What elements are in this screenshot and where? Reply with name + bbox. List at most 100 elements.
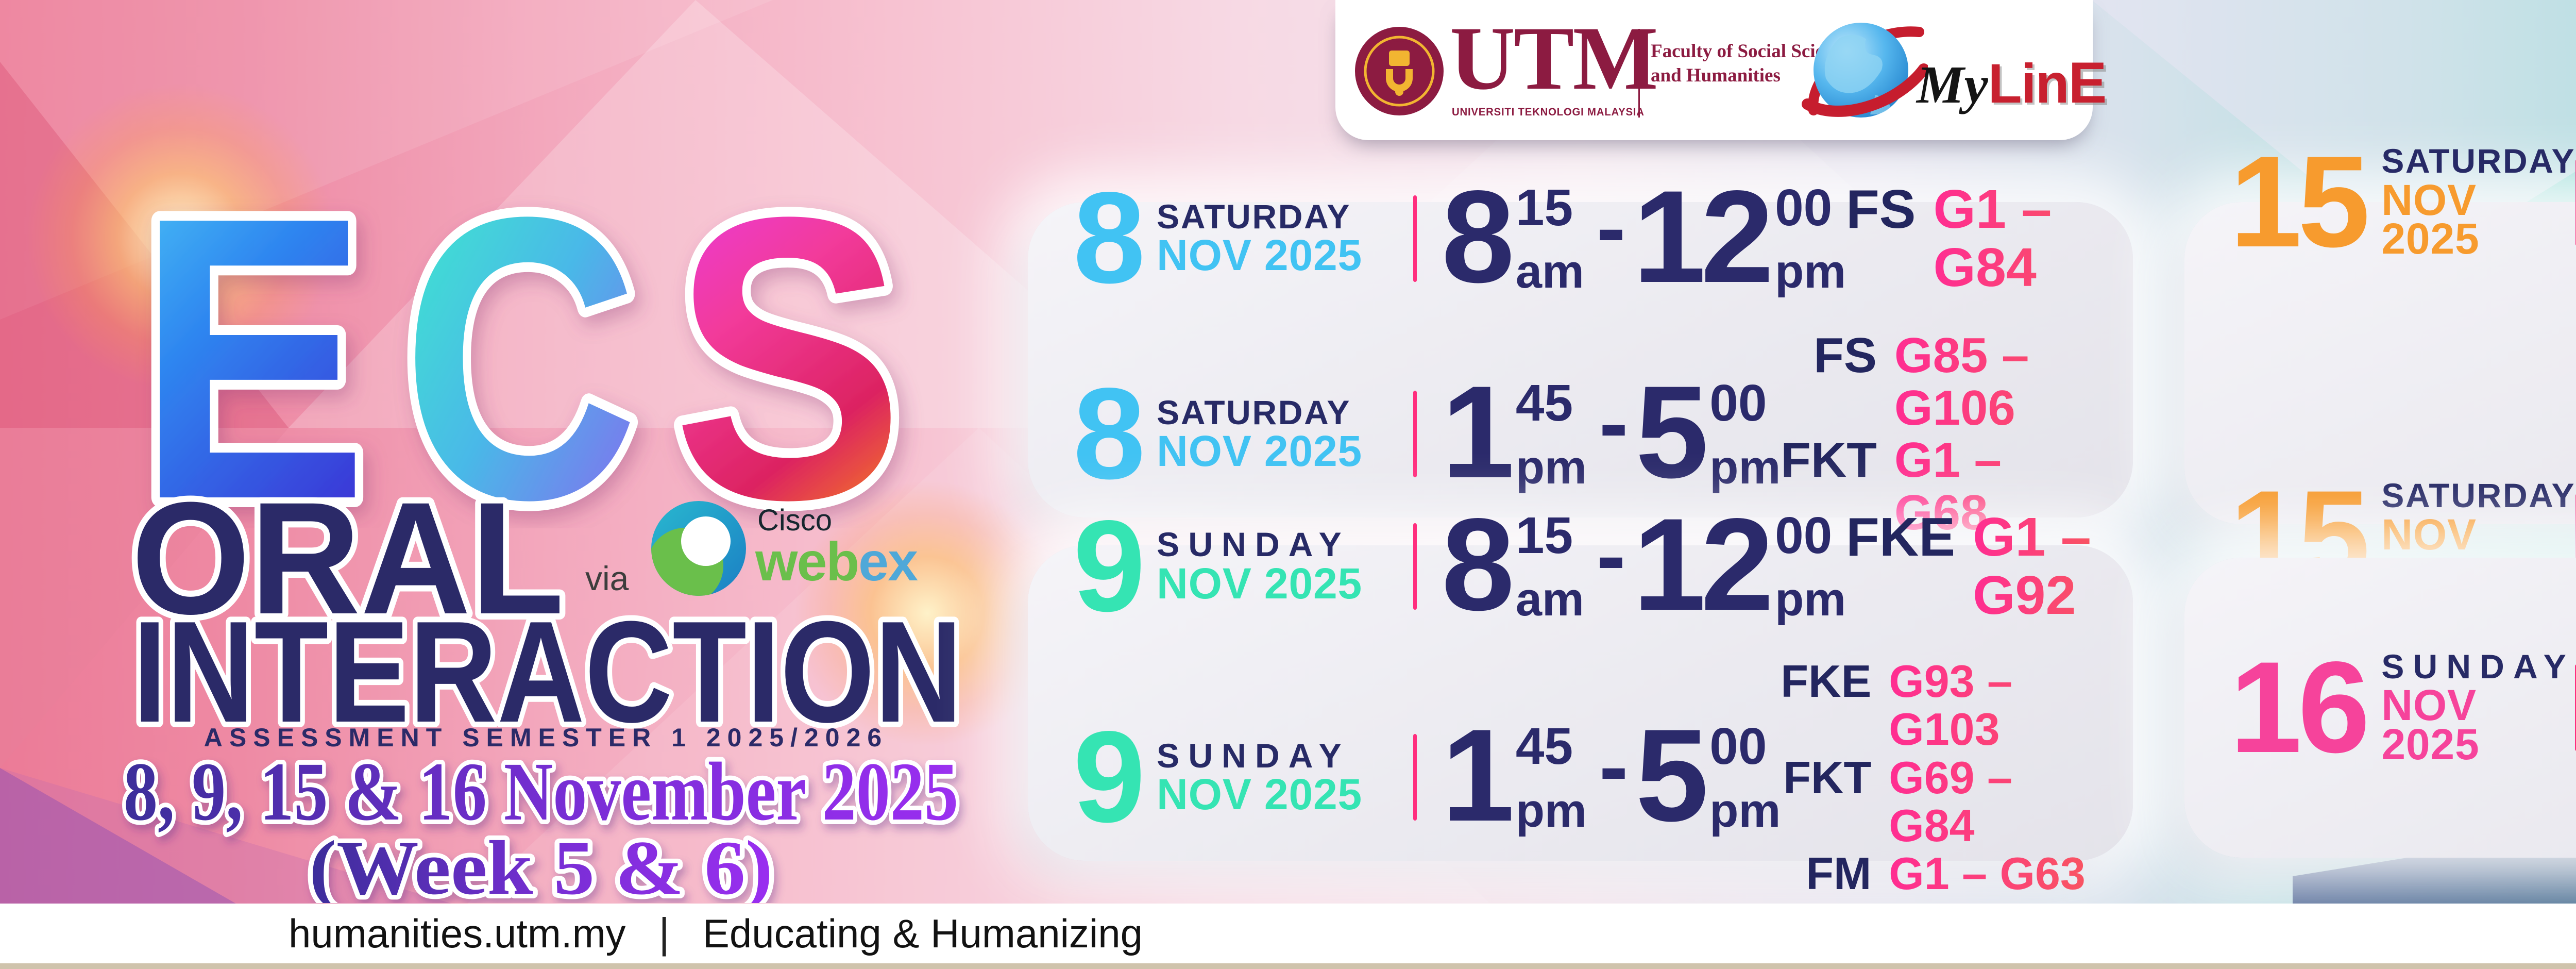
day-name: SUNDAY [2381, 647, 2575, 686]
course-line: FKE G1 – G92 [1846, 508, 2102, 624]
course-list: FS G1 – G84 [1846, 180, 2102, 296]
day-name: SUNDAY [1157, 736, 1350, 775]
start-hour: 1 [1442, 702, 1515, 849]
time-block: 8 15 am - 12 00 pm [1442, 491, 1846, 638]
schedule-row: 8 SATURDAY NOV 2025 1 45 pm - 5 00 pm FS G85… [1059, 329, 2102, 539]
myline-my: My [1917, 55, 1988, 114]
assessment-subtitle: ASSESSMENT SEMESTER 1 2025/2026 [204, 723, 889, 752]
day-name: SATURDAY [1157, 393, 1351, 431]
svg-text:INTERACTION: INTERACTION [133, 609, 962, 743]
end-hour: 5 [1635, 359, 1708, 506]
start-min: 15 [1515, 506, 1573, 564]
date-number: 9 [1073, 705, 1145, 850]
month-year: NOV 2025 [1157, 559, 1363, 608]
webex-ball-icon [651, 501, 746, 596]
start-min: 45 [1515, 717, 1573, 776]
start-min: 15 [1515, 178, 1573, 237]
ecs-letter-c: C [402, 168, 639, 528]
end-min: 00 [1775, 178, 1833, 237]
footer-separator: | [658, 910, 670, 957]
end-ampm: pm [1775, 573, 1846, 626]
pink-divider [1413, 523, 1417, 610]
start-hour: 8 [1442, 491, 1515, 638]
day-name: SATURDAY [2381, 476, 2576, 515]
date-number: 16 [2230, 634, 2370, 780]
course-list: FS G85 – G106 FKT G1 – G68 [1781, 329, 2102, 539]
title-oral: ORAL [126, 486, 570, 635]
utm-acronym: UTM [1450, 8, 1658, 109]
day-name: SATURDAY [1157, 197, 1351, 236]
start-ampm: am [1515, 573, 1584, 626]
schedule-row: 9 SUNDAY NOV 2025 1 45 pm - 5 00 pm FKE G93 … [1059, 657, 2102, 897]
footer-website-link[interactable]: humanities.utm.my [289, 910, 626, 956]
time-block: 1 45 pm - 5 00 pm [1442, 702, 1781, 849]
day-name: SATURDAY [2381, 142, 2576, 180]
schedule-row: 9 SUNDAY NOV 2025 8 15 am - 12 00 pm FKE G1 … [1059, 491, 2102, 638]
start-ampm: pm [1515, 784, 1587, 837]
course-list: FKE G93 – G103 FKT G69 – G84 FM G1 – G63 [1781, 657, 2102, 897]
start-hour: 1 [1442, 359, 1515, 506]
course-line: FKE G93 – G103 [1781, 657, 2102, 754]
utm-crest-icon [1355, 27, 1444, 115]
date-block: 16 SUNDAY NOV 2025 [2215, 634, 2575, 780]
ecs-letter-s: S [672, 168, 904, 528]
myline-globe-icon [1802, 23, 1928, 118]
dates-line1: 8, 9, 15 & 16 November 2025 [124, 754, 958, 838]
date-number: 8 [1073, 361, 1145, 507]
time-block: 8 15 am - 12 00 pm [1442, 163, 1846, 310]
start-hour: 8 [1442, 163, 1515, 310]
date-block: 8 SATURDAY NOV 2025 [1059, 173, 1413, 303]
month-year: NOV 2025 [2381, 175, 2480, 263]
date-number: 15 [2230, 129, 2370, 275]
schedule-row: 8 SATURDAY NOV 2025 8 15 am - 12 00 pm FS G1… [1059, 163, 2102, 310]
course-line: FS G1 – G84 [1846, 180, 2102, 296]
time-dash: - [1599, 717, 1629, 816]
month-year: NOV 2025 [1157, 231, 1363, 280]
end-ampm: pm [1709, 441, 1781, 494]
day-name: SUNDAY [1157, 525, 1350, 564]
webex-web: web [755, 531, 859, 592]
ecs-logo: E C S [127, 168, 914, 528]
schedule-card-9nov: 9 SUNDAY NOV 2025 8 15 am - 12 00 pm FKE G1 … [1028, 499, 2133, 898]
course-line: FKT G69 – G84 [1781, 754, 2102, 850]
date-block: 9 SUNDAY NOV 2025 [1059, 705, 1413, 850]
date-block: 8 SATURDAY NOV 2025 [1059, 361, 1413, 507]
logo-divider [1638, 29, 1640, 118]
end-ampm: pm [1775, 245, 1846, 298]
svg-text:ORAL: ORAL [131, 486, 564, 635]
date-block: 9 SUNDAY NOV 2025 [1059, 501, 1413, 630]
utm-name: UNIVERSITI TEKNOLOGI MALAYSIA [1452, 106, 1645, 118]
start-ampm: am [1515, 245, 1584, 298]
month-year: NOV 2025 [1157, 427, 1363, 476]
end-min: 00 [1775, 506, 1833, 564]
event-dates: 8, 9, 15 & 16 November 2025 (Week 5 & 6) [119, 754, 963, 903]
footer-left: humanities.utm.my | Educating & Humanizi… [289, 909, 1143, 958]
course-list: FKE G1 – G92 [1846, 508, 2102, 624]
start-ampm: pm [1515, 441, 1587, 494]
via-label: via [585, 559, 629, 597]
time-dash: - [1596, 178, 1626, 277]
faculty-line2: and Humanities [1651, 65, 1781, 87]
webex-wordmark: webex [755, 531, 918, 593]
course-line: FKT G1 – G68 [1781, 434, 2102, 539]
myline-e: E [2068, 51, 2107, 115]
pink-divider [1413, 195, 1417, 282]
footer-tagline: Educating & Humanizing [702, 910, 1143, 956]
end-ampm: pm [1709, 784, 1781, 837]
pink-divider [1413, 734, 1417, 821]
end-hour: 5 [1635, 702, 1708, 849]
start-min: 45 [1515, 374, 1573, 432]
bottom-accent-strip [0, 963, 2576, 969]
title-interaction: INTERACTION [127, 609, 968, 743]
month-year: NOV 2025 [1157, 770, 1363, 819]
dates-line2: (Week 5 & 6) [309, 825, 773, 903]
end-hour: 12 [1633, 491, 1774, 638]
end-min: 00 [1709, 374, 1767, 432]
myline-wordmark: My Lin E [1917, 49, 2107, 116]
myline-lin: Lin [1988, 52, 2070, 114]
